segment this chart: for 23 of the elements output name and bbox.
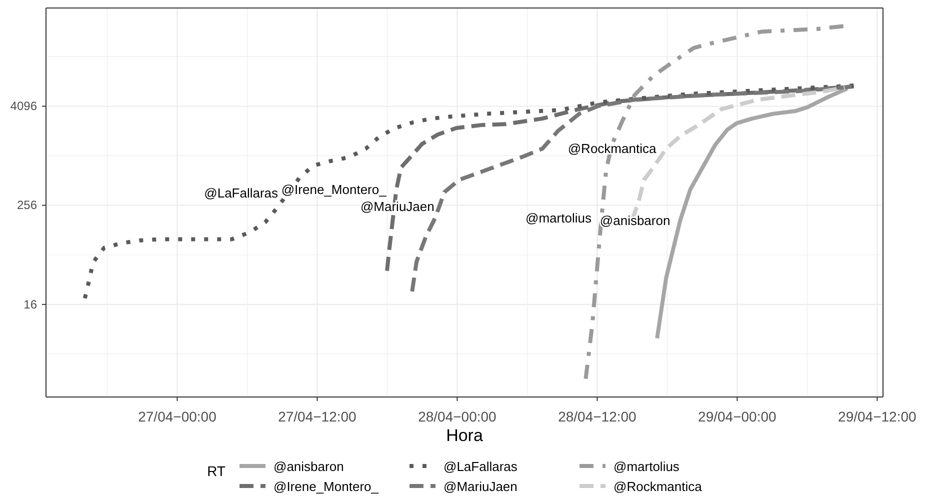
text: @MariuJaen bbox=[360, 198, 434, 214]
x-tick-label: 28/04−00:00 bbox=[418, 408, 497, 424]
x-tick-label: 29/04−12:00 bbox=[838, 408, 916, 424]
legend-label: @Irene_Montero_ bbox=[274, 479, 380, 494]
x-tick-label: 29/04−00:00 bbox=[698, 408, 777, 424]
y-tick-label: 256 bbox=[16, 198, 38, 212]
legend-title: RT bbox=[207, 463, 226, 479]
legend-label: @anisbaron bbox=[274, 459, 344, 474]
legend-label: @LaFallaras bbox=[444, 459, 518, 474]
x-axis-title: Hora bbox=[446, 426, 484, 445]
text: @martolius bbox=[526, 210, 592, 226]
text: @LaFallaras bbox=[204, 186, 278, 200]
text: @Rockmantica bbox=[568, 141, 656, 156]
text: @Irene_Montero_ bbox=[281, 182, 386, 197]
y-tick-label: 4096 bbox=[10, 99, 38, 114]
y-tick-label: 16 bbox=[24, 297, 38, 312]
x-tick-label: 28/04−12:00 bbox=[558, 408, 637, 424]
x-tick-label: 27/04−12:00 bbox=[278, 408, 357, 424]
legend-label: @MariuJaen bbox=[444, 479, 518, 494]
legend-label: @martolius bbox=[614, 459, 680, 474]
text: @anisbaron bbox=[600, 212, 670, 228]
x-tick-label: 27/04−00:00 bbox=[138, 408, 217, 424]
legend-label: @Rockmantica bbox=[614, 479, 703, 494]
